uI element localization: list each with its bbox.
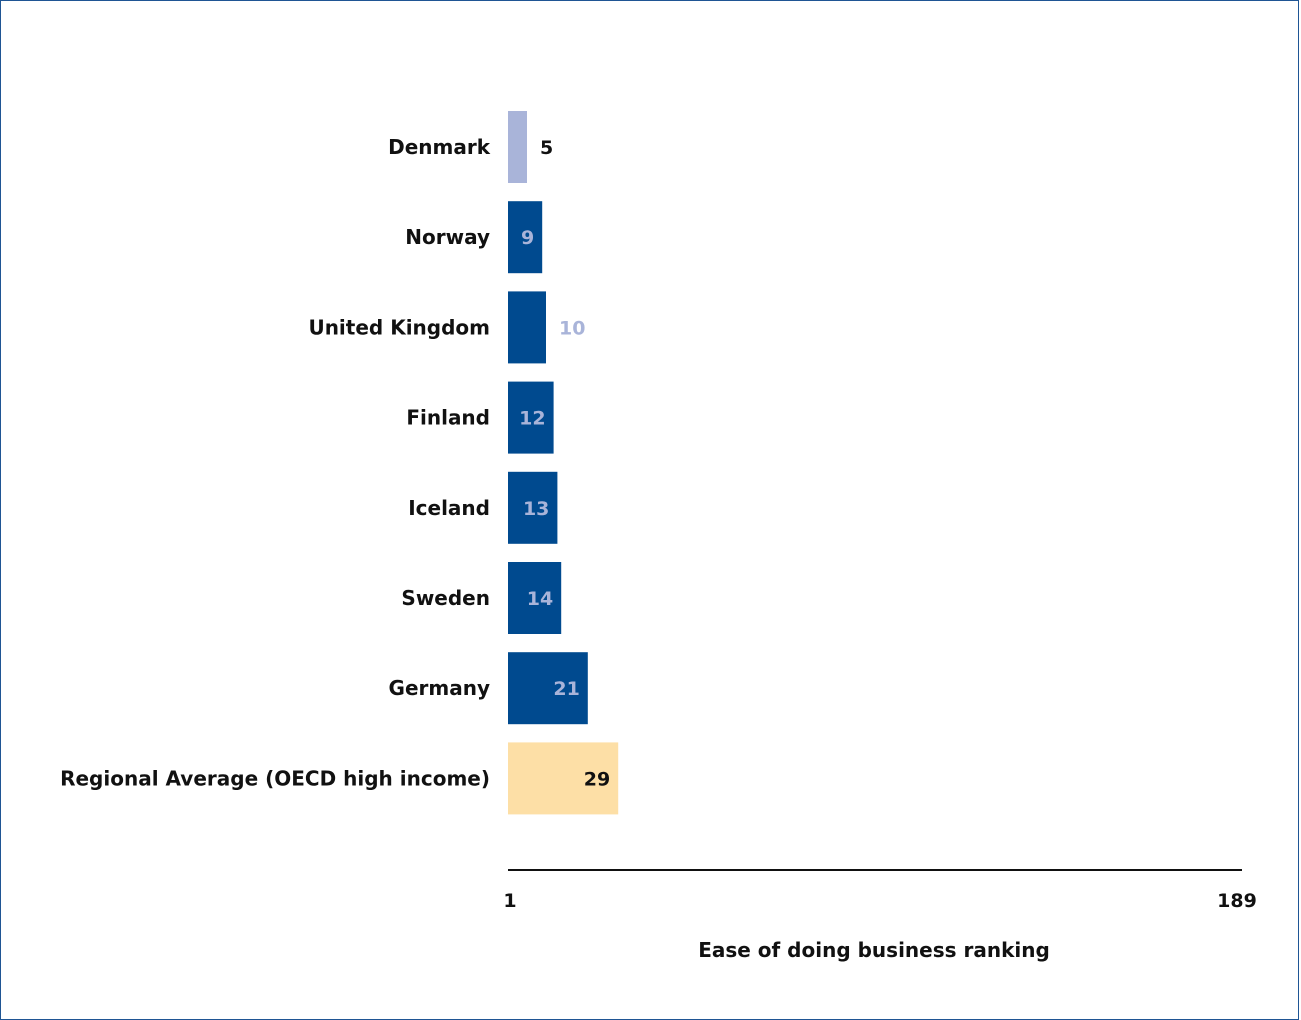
bar-norway — [508, 201, 543, 274]
category-label-sweden: Sweden — [401, 586, 490, 610]
category-label-united-kingdom: United Kingdom — [308, 315, 490, 339]
value-label-finland: 12 — [519, 408, 545, 430]
category-label-denmark: Denmark — [388, 135, 491, 159]
bar-germany — [508, 652, 588, 725]
category-label-iceland: Iceland — [408, 496, 490, 520]
value-label-regional-average-oecd-high-income: 29 — [584, 768, 610, 790]
category-label-regional-average-oecd-high-income: Regional Average (OECD high income) — [60, 766, 490, 790]
value-label-united-kingdom: 10 — [559, 317, 585, 339]
bar-iceland — [508, 471, 558, 544]
bar-finland — [508, 381, 554, 454]
x-tick-label-min: 1 — [503, 890, 516, 912]
value-label-sweden: 14 — [527, 588, 553, 610]
value-label-norway: 9 — [521, 227, 534, 249]
value-label-denmark: 5 — [540, 137, 553, 159]
value-label-germany: 21 — [553, 678, 579, 700]
category-label-finland: Finland — [406, 406, 490, 430]
x-axis-title: Ease of doing business ranking — [698, 938, 1050, 962]
value-label-iceland: 13 — [523, 498, 549, 520]
bar-united-kingdom — [508, 291, 546, 364]
category-label-norway: Norway — [405, 225, 490, 249]
bar-denmark — [508, 111, 527, 183]
bar-regional-average-oecd-high-income — [508, 742, 619, 815]
x-tick-label-max: 189 — [1217, 890, 1257, 912]
bar-sweden — [508, 562, 562, 634]
category-label-germany: Germany — [389, 676, 490, 700]
